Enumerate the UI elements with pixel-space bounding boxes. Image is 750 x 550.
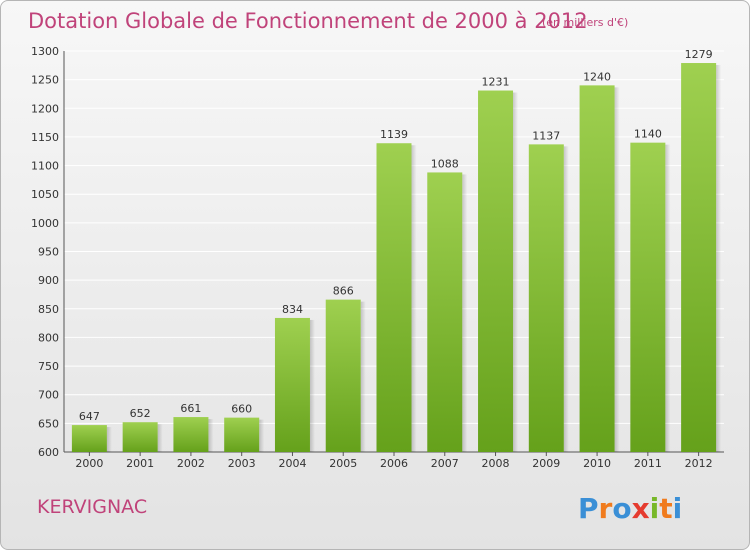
- bar-2011: [630, 142, 666, 452]
- bar-shadow: [259, 419, 265, 452]
- value-label: 661: [180, 402, 201, 415]
- bar-shadow: [106, 427, 112, 452]
- x-tick-label: 2007: [431, 457, 459, 470]
- value-label: 866: [333, 285, 354, 298]
- bar-shadow: [208, 419, 214, 452]
- y-tick-label: 1150: [31, 131, 59, 144]
- value-label: 1139: [380, 128, 408, 141]
- y-tick-label: 1200: [31, 102, 59, 115]
- value-label: 1137: [532, 129, 560, 142]
- axis-layer: 600 650 700 750 800 850 900 950 1000 1050 1100 1150…: [31, 45, 724, 470]
- bar-shadow: [563, 146, 569, 452]
- y-tick-label: 800: [38, 331, 59, 344]
- bar-shadow: [513, 92, 519, 452]
- bar-shadow: [665, 144, 671, 452]
- x-tick-label: 2011: [634, 457, 662, 470]
- value-label: 1140: [634, 128, 662, 141]
- value-label: 1231: [482, 76, 510, 89]
- y-tick-label: 600: [38, 446, 59, 459]
- bar-2010: [579, 85, 615, 452]
- y-tick-label: 950: [38, 246, 59, 259]
- y-tick-label: 1100: [31, 160, 59, 173]
- x-tick-label: 2003: [228, 457, 256, 470]
- value-label: 1240: [583, 70, 611, 83]
- y-tick-label: 900: [38, 274, 59, 287]
- y-tick-label: 700: [38, 389, 59, 402]
- x-tick-label: 2001: [126, 457, 154, 470]
- value-label: 1088: [431, 157, 459, 170]
- value-label: 660: [231, 403, 252, 416]
- x-tick-label: 2000: [75, 457, 103, 470]
- bar-shadow: [614, 87, 620, 452]
- label-layer: 647 652 661 660 834 866 1139 1088 1231 1137 1240 11…: [79, 48, 713, 423]
- value-label: 834: [282, 303, 303, 316]
- proxiti-logo: Proxiti: [578, 492, 682, 525]
- bar-shadow: [360, 301, 366, 452]
- bar-2002: [173, 417, 209, 452]
- bar-2008: [478, 90, 514, 452]
- y-tick-label: 1300: [31, 45, 59, 58]
- y-tick-label: 1000: [31, 217, 59, 230]
- bar-2003: [224, 417, 260, 452]
- y-tick-label: 1250: [31, 74, 59, 87]
- bar-shadow: [411, 145, 417, 453]
- svg-text:Proxiti: Proxiti: [578, 492, 682, 525]
- bar-layer: [71, 63, 722, 453]
- value-label: 1279: [685, 48, 713, 61]
- y-tick-label: 1050: [31, 188, 59, 201]
- x-tick-label: 2005: [329, 457, 357, 470]
- commune-name: KERVIGNAC: [37, 496, 148, 518]
- value-label: 652: [130, 407, 151, 420]
- bar-shadow: [462, 174, 468, 452]
- y-tick-label: 650: [38, 417, 59, 430]
- chart-subtitle: (en milliers d'€): [542, 16, 629, 29]
- x-tick-label: 2010: [583, 457, 611, 470]
- y-tick-label: 750: [38, 360, 59, 373]
- bar-shadow: [157, 424, 163, 452]
- y-tick-label: 850: [38, 303, 59, 316]
- value-label: 647: [79, 410, 100, 423]
- bar-shadow: [309, 319, 315, 452]
- bar-2001: [122, 422, 158, 452]
- bar-2000: [71, 425, 107, 452]
- chart-title: Dotation Globale de Fonctionnement de 20…: [28, 9, 588, 33]
- x-tick-label: 2009: [532, 457, 560, 470]
- bar-2004: [274, 317, 310, 452]
- bar-2012: [681, 63, 717, 452]
- x-tick-label: 2002: [177, 457, 205, 470]
- x-tick-label: 2006: [380, 457, 408, 470]
- bar-2006: [376, 143, 412, 453]
- x-tick-label: 2012: [685, 457, 713, 470]
- bar-2007: [427, 172, 463, 452]
- x-tick-label: 2004: [278, 457, 306, 470]
- bar-2009: [528, 144, 564, 452]
- bar-2005: [325, 299, 361, 452]
- x-tick-label: 2008: [482, 457, 510, 470]
- bar-shadow: [716, 65, 722, 452]
